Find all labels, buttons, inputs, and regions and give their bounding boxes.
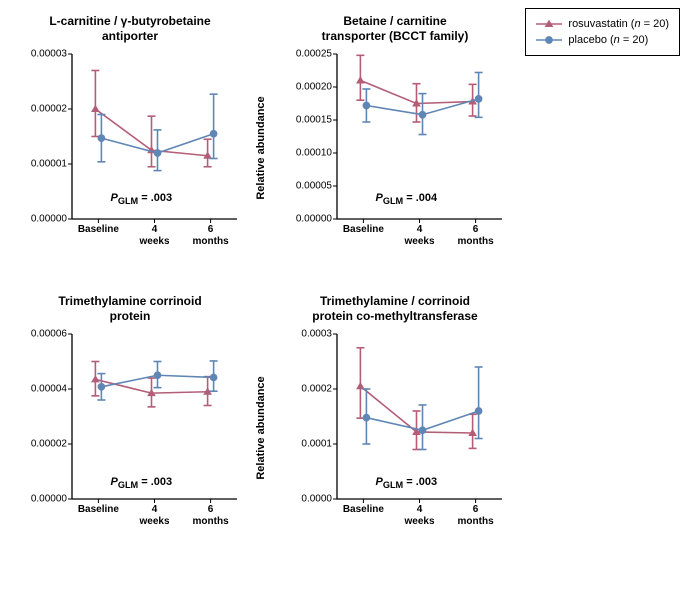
chart-svg xyxy=(337,334,502,499)
series-rosuvastatin xyxy=(356,348,477,450)
plot: 0.000000.000020.000040.00006Baseline4wee… xyxy=(72,334,237,499)
y-tick-label: 0.00020 xyxy=(296,82,337,93)
x-tick-label: 6months xyxy=(193,219,229,247)
y-tick-label: 0.0003 xyxy=(301,329,337,340)
y-tick-label: 0.0000 xyxy=(301,494,337,505)
panel-title: L-carnitine / γ-butyrobetaineantiporter xyxy=(10,10,250,44)
y-axis-label: Relative abundance xyxy=(0,376,2,479)
panel-grid: L-carnitine / γ-butyrobetaineantiporter R… xyxy=(10,10,675,550)
series-placebo xyxy=(362,72,482,134)
y-tick-label: 0.00005 xyxy=(296,181,337,192)
x-tick-label: Baseline xyxy=(78,219,119,236)
legend-label: rosuvastatin (n = 20) xyxy=(568,18,669,30)
circle-icon xyxy=(536,33,562,47)
plot: 0.000000.000010.000020.00003Baseline4wee… xyxy=(72,54,237,219)
y-tick-label: 0.00003 xyxy=(31,49,72,60)
plot: 0.000000.000050.000100.000150.000200.000… xyxy=(337,54,502,219)
series-placebo xyxy=(97,94,217,170)
series-rosuvastatin xyxy=(356,55,477,122)
panel-0: L-carnitine / γ-butyrobetaineantiporterR… xyxy=(10,10,250,270)
y-tick-label: 0.00004 xyxy=(31,384,72,395)
x-tick-label: 4weeks xyxy=(139,499,169,527)
y-tick-label: 0.00000 xyxy=(296,214,337,225)
x-tick-label: 4weeks xyxy=(404,499,434,527)
y-axis-label: Relative abundance xyxy=(255,376,267,479)
triangle-icon xyxy=(536,17,562,31)
series-rosuvastatin xyxy=(91,362,212,407)
x-tick-label: Baseline xyxy=(343,499,384,516)
chart-svg xyxy=(72,334,237,499)
panel-1: Betaine / carnitinetransporter (BCCT fam… xyxy=(275,10,515,270)
y-tick-label: 0.00002 xyxy=(31,439,72,450)
panel-2: Trimethylamine corrinoidproteinRelative … xyxy=(10,290,250,550)
plot-area: Relative abundance0.00000.00010.00020.00… xyxy=(275,328,515,528)
y-tick-label: 0.00010 xyxy=(296,148,337,159)
y-tick-label: 0.00002 xyxy=(31,104,72,115)
y-tick-label: 0.00025 xyxy=(296,49,337,60)
y-tick-label: 0.0002 xyxy=(301,384,337,395)
panel-title: Betaine / carnitinetransporter (BCCT fam… xyxy=(275,10,515,44)
p-value-label: PGLM = .004 xyxy=(375,192,437,206)
y-tick-label: 0.00000 xyxy=(31,494,72,505)
p-value-label: PGLM = .003 xyxy=(375,475,437,489)
x-tick-label: 6months xyxy=(193,499,229,527)
plot: 0.00000.00010.00020.0003Baseline4weeks6m… xyxy=(337,334,502,499)
series-placebo xyxy=(362,367,482,450)
p-value-label: PGLM = .003 xyxy=(110,192,172,206)
x-tick-label: 4weeks xyxy=(139,219,169,247)
legend-label: placebo (n = 20) xyxy=(568,34,648,46)
x-tick-label: Baseline xyxy=(78,499,119,516)
series-placebo xyxy=(97,361,217,400)
x-tick-label: 6months xyxy=(458,219,494,247)
legend-entry-rosuvastatin: rosuvastatin (n = 20) xyxy=(536,17,669,31)
panel-title: Trimethylamine corrinoidprotein xyxy=(10,290,250,324)
plot-area: Relative abundance0.000000.000020.000040… xyxy=(10,328,250,528)
y-tick-label: 0.00001 xyxy=(31,159,72,170)
y-tick-label: 0.00015 xyxy=(296,115,337,126)
y-axis-label: Relative abundance xyxy=(255,96,267,199)
y-axis-label: Relative abundance xyxy=(0,96,2,199)
plot-area: Relative abundance0.000000.000010.000020… xyxy=(10,48,250,248)
legend-entry-placebo: placebo (n = 20) xyxy=(536,33,669,47)
series-rosuvastatin xyxy=(91,71,212,167)
x-tick-label: 4weeks xyxy=(404,219,434,247)
y-tick-label: 0.00006 xyxy=(31,329,72,340)
y-tick-label: 0.00000 xyxy=(31,214,72,225)
legend: rosuvastatin (n = 20) placebo (n = 20) xyxy=(525,8,680,56)
y-tick-label: 0.0001 xyxy=(301,439,337,450)
plot-area: Relative abundance0.000000.000050.000100… xyxy=(275,48,515,248)
x-tick-label: 6months xyxy=(458,499,494,527)
p-value-label: PGLM = .003 xyxy=(110,475,172,489)
panel-3: Trimethylamine / corrinoidprotein co-met… xyxy=(275,290,515,550)
panel-title: Trimethylamine / corrinoidprotein co-met… xyxy=(275,290,515,324)
x-tick-label: Baseline xyxy=(343,219,384,236)
